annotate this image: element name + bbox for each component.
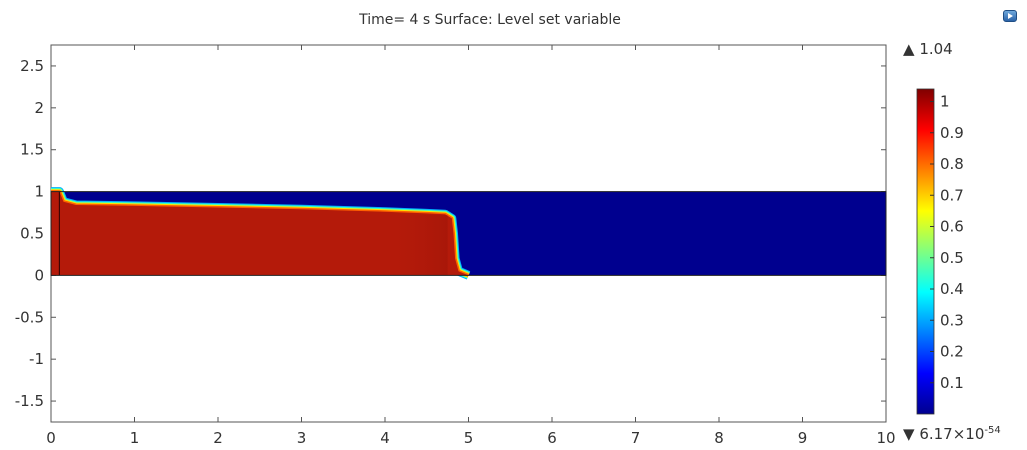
y-tick-label: 0 xyxy=(34,266,44,284)
colorbar-tick-label: 1 xyxy=(940,93,950,111)
y-tick-label: 2.5 xyxy=(20,57,44,75)
axes: 0 1 2 3 4 5 6 7 8 9 10 2.5 2 1.5 1 0.5 0 -0.5 -1 -1.5 xyxy=(15,44,896,447)
x-tick-label: 4 xyxy=(380,429,390,447)
x-tick-label: 8 xyxy=(714,429,724,447)
x-tick-label: 0 xyxy=(46,429,56,447)
y-tick-label: -1.5 xyxy=(15,392,44,410)
colorbar-tick-label: 0.5 xyxy=(940,249,964,267)
front-shading xyxy=(385,215,448,276)
max-value-label: ▲ 1.04 xyxy=(903,40,953,58)
y-tick-label: -0.5 xyxy=(15,308,44,326)
colorbar: 1 0.9 0.8 0.7 0.6 0.5 0.4 0.3 0.2 0.1 xyxy=(916,88,964,415)
min-value-label: ▼ 6.17×10-54 xyxy=(903,425,1001,443)
x-tick-label: 2 xyxy=(213,429,223,447)
y-tick-label: 0.5 xyxy=(20,225,44,243)
y-tick-label: -1 xyxy=(29,350,44,368)
y-tick-label: 2 xyxy=(34,99,44,117)
colorbar-tick-label: 0.9 xyxy=(940,124,964,142)
x-tick-label: 1 xyxy=(130,429,140,447)
colorbar-scale xyxy=(916,88,935,415)
domain-outline xyxy=(50,191,887,276)
plot-title: Time= 4 s Surface: Level set variable xyxy=(358,12,621,28)
colorbar-tick-label: 0.8 xyxy=(940,155,964,173)
colorbar-tick-label: 0.4 xyxy=(940,280,964,298)
x-tick-label: 9 xyxy=(798,429,808,447)
x-tick-label: 6 xyxy=(547,429,557,447)
x-tick-label: 5 xyxy=(464,429,474,447)
max-value: 1.04 xyxy=(919,40,953,58)
high-phase-region xyxy=(51,191,469,276)
colorbar-tick-label: 0.3 xyxy=(940,311,964,329)
y-tick-label: 1 xyxy=(34,183,44,201)
min-value-mantissa: 6.17×10 xyxy=(919,425,985,443)
x-tick-label: 3 xyxy=(297,429,307,447)
min-arrow-icon: ▼ xyxy=(903,425,915,443)
x-tick-label: 7 xyxy=(631,429,641,447)
min-value-exponent: -54 xyxy=(984,425,1001,436)
colorbar-tick-label: 0.1 xyxy=(940,374,964,392)
x-tick-label: 10 xyxy=(876,429,895,447)
export-image-icon[interactable] xyxy=(1003,10,1017,22)
colorbar-tick-label: 0.2 xyxy=(940,343,964,361)
level-set-field xyxy=(50,187,887,280)
max-arrow-icon: ▲ xyxy=(903,40,915,58)
colorbar-tick-label: 0.6 xyxy=(940,218,964,236)
y-tick-label: 1.5 xyxy=(20,141,44,159)
colorbar-tick-label: 0.7 xyxy=(940,186,964,204)
